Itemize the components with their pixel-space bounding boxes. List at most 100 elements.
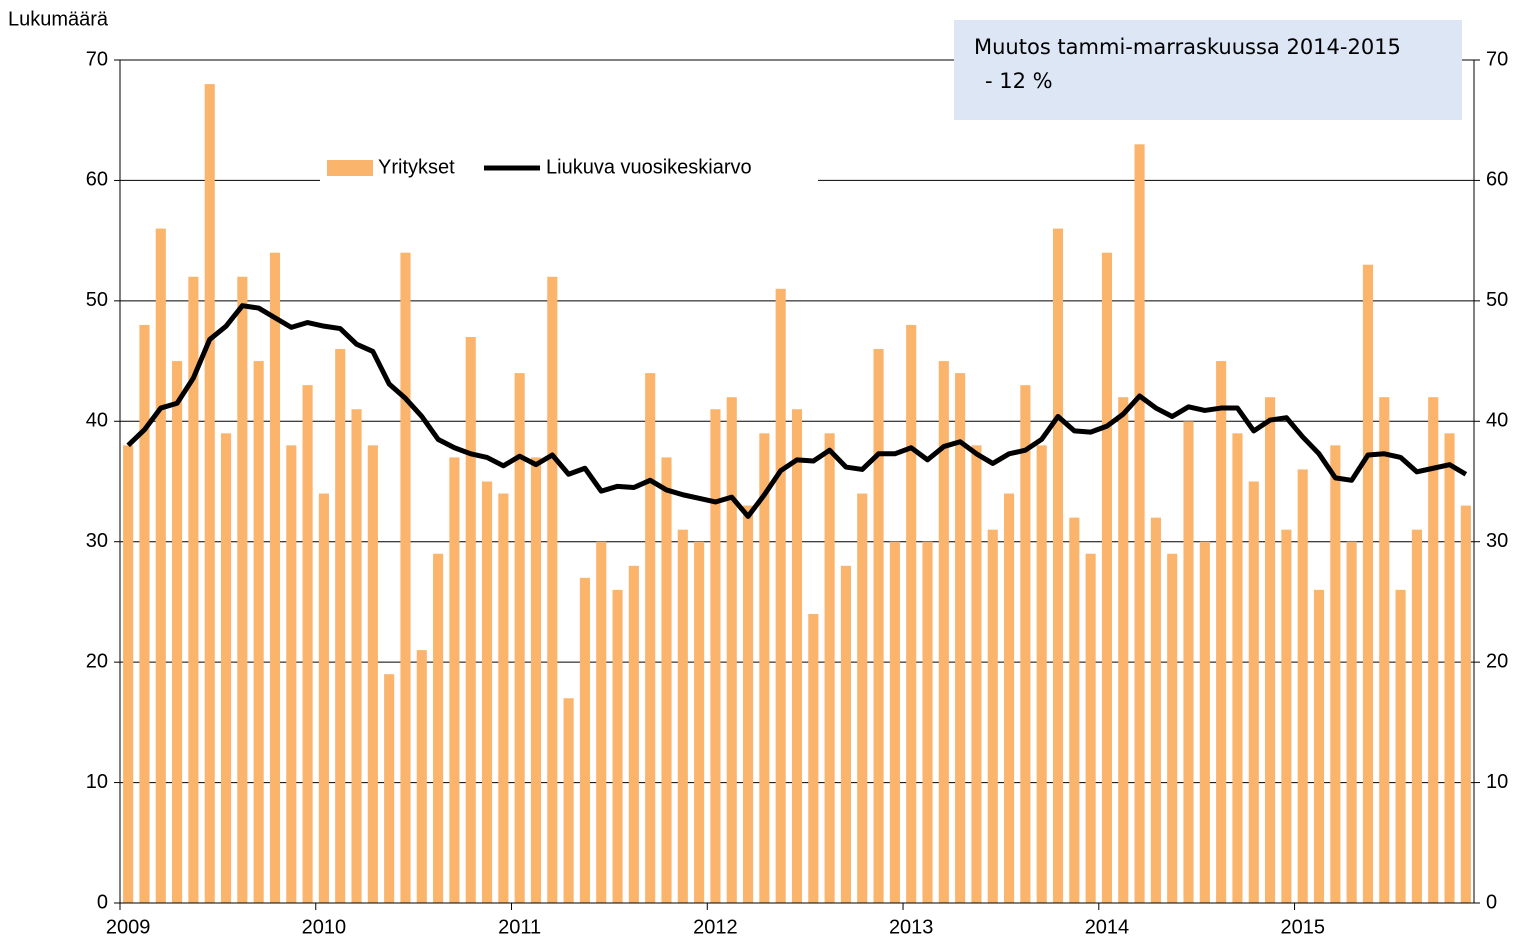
y-tick-label: 10 — [86, 771, 108, 793]
annotation: - 12 % — [985, 69, 1053, 93]
bar — [1036, 445, 1047, 903]
bar — [498, 493, 509, 903]
bar — [840, 565, 851, 903]
bar — [1281, 529, 1292, 903]
bar — [1444, 433, 1455, 903]
bar — [1297, 469, 1308, 903]
y-axis-label: Lukumäärä — [8, 8, 109, 30]
bar — [987, 529, 998, 903]
bar — [1150, 517, 1161, 903]
bar — [400, 252, 411, 903]
bar — [139, 324, 150, 903]
bar — [547, 276, 558, 903]
y2-tick-label: 20 — [1486, 650, 1508, 672]
bar — [857, 493, 868, 903]
bar — [302, 385, 313, 904]
bar — [253, 361, 264, 904]
bar — [1004, 493, 1015, 903]
bar — [269, 252, 281, 903]
bar — [1460, 505, 1471, 903]
x-tick-label: 2015 — [1280, 916, 1325, 938]
bar — [1069, 517, 1080, 903]
bar — [123, 445, 134, 903]
y-tick-label: 50 — [86, 289, 108, 311]
bar — [938, 361, 949, 904]
legend-swatch — [327, 160, 373, 176]
bar — [1085, 553, 1096, 903]
bar — [1134, 144, 1145, 904]
annotation: Muutos tammi-marraskuussa 2014-2015 — [974, 35, 1401, 59]
bar — [1052, 228, 1064, 904]
bar — [220, 433, 232, 903]
bar — [1379, 397, 1390, 903]
bar — [710, 409, 721, 903]
legend-background — [320, 152, 818, 184]
bar — [1183, 421, 1194, 903]
bar — [1199, 541, 1210, 903]
bar — [1118, 397, 1129, 903]
bar — [1167, 553, 1178, 903]
bar — [1020, 385, 1031, 904]
bar — [335, 349, 346, 903]
y-tick-label: 20 — [86, 650, 108, 672]
bar — [1411, 529, 1422, 903]
bar — [1346, 541, 1357, 903]
bar — [759, 433, 770, 903]
legend-label: Liukuva vuosikeskiarvo — [546, 156, 752, 178]
bar — [318, 493, 329, 903]
bar — [694, 541, 705, 903]
bar — [155, 228, 166, 904]
bar — [433, 553, 444, 903]
y-tick-label: 70 — [86, 48, 108, 70]
bar — [955, 373, 966, 904]
legend-label: Yritykset — [378, 156, 455, 178]
bar — [1248, 481, 1259, 903]
bar — [514, 373, 525, 904]
bar — [596, 541, 607, 903]
bar — [628, 565, 639, 903]
bar — [563, 698, 574, 903]
bar — [237, 276, 248, 903]
bar — [172, 361, 183, 904]
bar — [922, 541, 933, 903]
bar — [889, 541, 900, 903]
bar — [449, 457, 460, 903]
bar — [1313, 589, 1325, 903]
y2-tick-label: 10 — [1486, 771, 1508, 793]
legend: Yritykset Liukuva vuosikeskiarvo — [320, 152, 818, 184]
bar — [579, 577, 590, 903]
bar — [873, 349, 884, 903]
x-tick-label: 2009 — [106, 916, 151, 938]
x-tick-label: 2011 — [498, 916, 541, 938]
annotation-box — [954, 20, 1462, 120]
bar — [661, 457, 672, 903]
bar — [808, 613, 819, 903]
y-tick-label: 40 — [86, 410, 108, 432]
bar — [1101, 252, 1113, 903]
y2-tick-label: 0 — [1486, 891, 1497, 913]
bar — [1216, 361, 1227, 904]
bar — [1395, 589, 1406, 903]
x-tick-label: 2014 — [1085, 916, 1130, 938]
bar — [612, 589, 623, 903]
x-tick-label: 2012 — [693, 916, 738, 938]
bar — [1428, 397, 1439, 903]
y-tick-label: 0 — [97, 891, 108, 913]
y2-tick-label: 50 — [1486, 289, 1508, 311]
bar — [645, 373, 656, 904]
bar — [906, 324, 917, 903]
bar — [465, 336, 476, 903]
bar — [481, 481, 493, 903]
bar — [1232, 433, 1243, 903]
bar — [726, 397, 737, 903]
x-tick-label: 2010 — [302, 916, 347, 938]
bar — [775, 288, 786, 903]
bar — [971, 445, 982, 903]
bar — [351, 409, 362, 903]
y-tick-label: 60 — [86, 169, 108, 191]
bar — [1330, 445, 1341, 903]
bar — [743, 505, 754, 903]
bar — [188, 276, 199, 903]
bar — [204, 84, 215, 904]
